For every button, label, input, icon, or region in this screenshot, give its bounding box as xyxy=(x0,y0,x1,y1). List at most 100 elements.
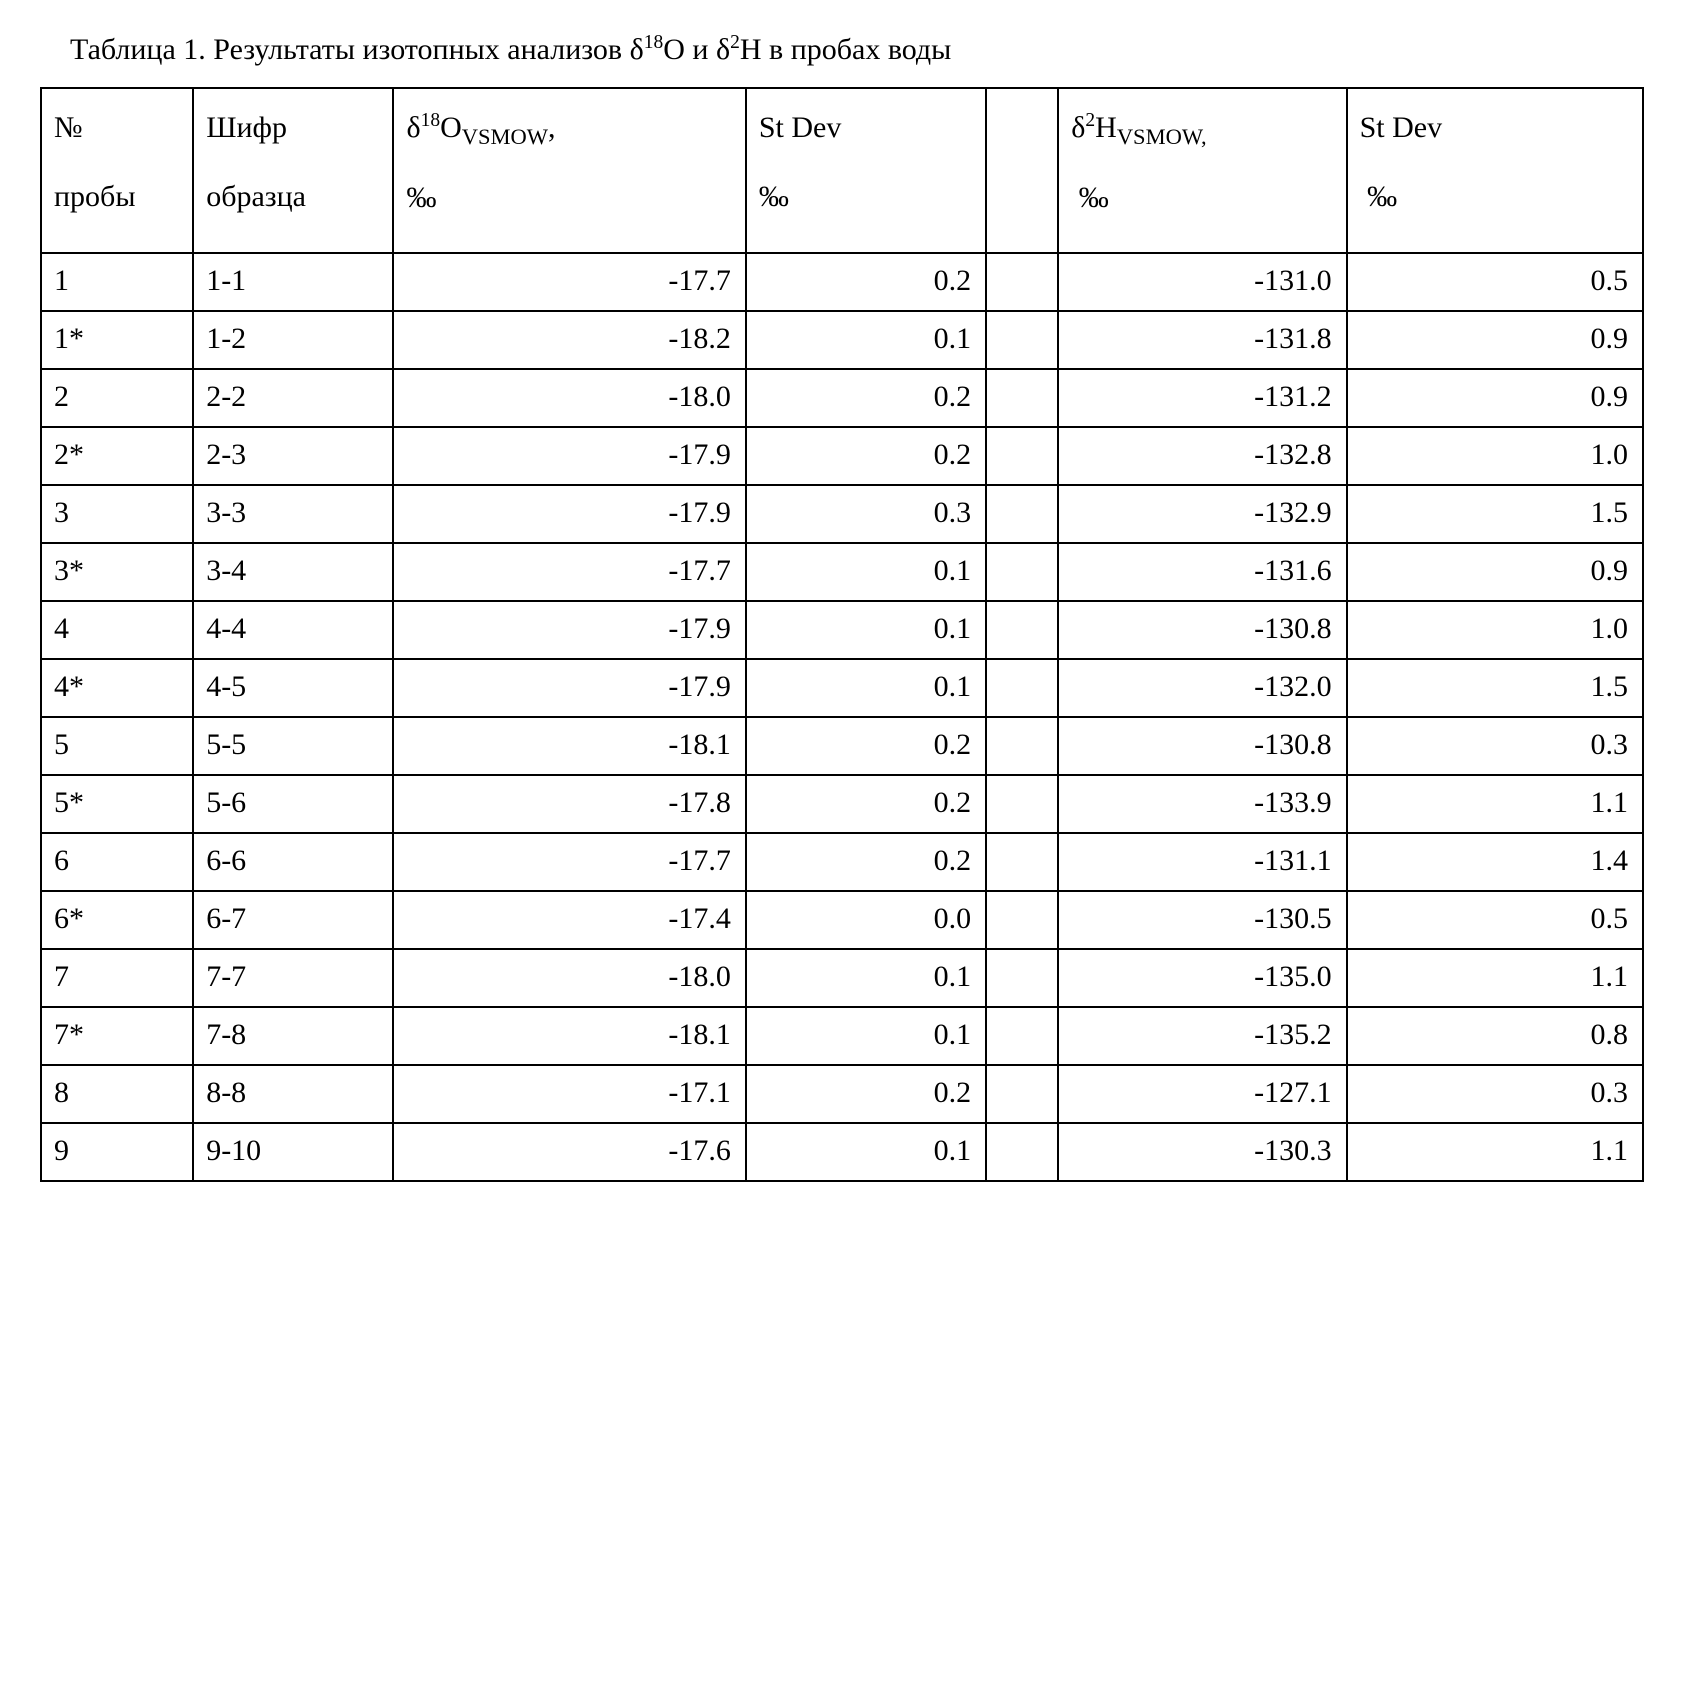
table-row: 4*4-5-17.90.1-132.01.5 xyxy=(41,659,1643,717)
cell-spacer xyxy=(986,949,1058,1007)
cell-sd_o: 0.1 xyxy=(746,601,986,659)
cell-spacer xyxy=(986,253,1058,311)
cell-d2h: -133.9 xyxy=(1058,775,1346,833)
table-row: 66-6-17.70.2-131.11.4 xyxy=(41,833,1643,891)
col-header-code: Шифробразца xyxy=(193,88,393,253)
cell-sd_o: 0.1 xyxy=(746,311,986,369)
cell-d2h: -130.3 xyxy=(1058,1123,1346,1181)
table-row: 2*2-3-17.90.2-132.81.0 xyxy=(41,427,1643,485)
cell-sample_no: 4* xyxy=(41,659,193,717)
table-row: 7*7-8-18.10.1-135.20.8 xyxy=(41,1007,1643,1065)
cell-code: 4-4 xyxy=(193,601,393,659)
cell-code: 6-7 xyxy=(193,891,393,949)
cell-sd_o: 0.2 xyxy=(746,717,986,775)
cell-d18o: -17.9 xyxy=(393,659,745,717)
cell-sample_no: 5* xyxy=(41,775,193,833)
cell-code: 5-5 xyxy=(193,717,393,775)
cell-sample_no: 8 xyxy=(41,1065,193,1123)
cell-d18o: -17.6 xyxy=(393,1123,745,1181)
cell-d18o: -18.0 xyxy=(393,949,745,1007)
cell-d18o: -18.1 xyxy=(393,1007,745,1065)
col-header-spacer xyxy=(986,88,1058,253)
cell-d2h: -130.5 xyxy=(1058,891,1346,949)
cell-sd_h: 0.9 xyxy=(1347,369,1643,427)
cell-sd_o: 0.1 xyxy=(746,1007,986,1065)
cell-d2h: -131.0 xyxy=(1058,253,1346,311)
cell-sd_h: 0.3 xyxy=(1347,1065,1643,1123)
cell-spacer xyxy=(986,775,1058,833)
cell-spacer xyxy=(986,311,1058,369)
cell-spacer xyxy=(986,543,1058,601)
cell-spacer xyxy=(986,717,1058,775)
cell-spacer xyxy=(986,891,1058,949)
table-row: 11-1-17.70.2-131.00.5 xyxy=(41,253,1643,311)
cell-sd_o: 0.2 xyxy=(746,427,986,485)
cell-code: 6-6 xyxy=(193,833,393,891)
cell-sample_no: 2 xyxy=(41,369,193,427)
cell-sample_no: 4 xyxy=(41,601,193,659)
cell-d2h: -132.8 xyxy=(1058,427,1346,485)
cell-sd_h: 1.0 xyxy=(1347,427,1643,485)
cell-code: 4-5 xyxy=(193,659,393,717)
cell-spacer xyxy=(986,1065,1058,1123)
table-head: №пробыШифробразцаδ18OVSMOW,‰St Dev‰δ2HVS… xyxy=(41,88,1643,253)
cell-d2h: -130.8 xyxy=(1058,601,1346,659)
cell-d18o: -17.7 xyxy=(393,543,745,601)
cell-d2h: -135.0 xyxy=(1058,949,1346,1007)
cell-d2h: -130.8 xyxy=(1058,717,1346,775)
table-row: 5*5-6-17.80.2 -133.91.1 xyxy=(41,775,1643,833)
table-row: 44-4-17.90.1 -130.81.0 xyxy=(41,601,1643,659)
cell-d2h: -135.2 xyxy=(1058,1007,1346,1065)
cell-code: 5-6 xyxy=(193,775,393,833)
cell-sd_h: 1.0 xyxy=(1347,601,1643,659)
table-row: 77-7-18.00.1-135.01.1 xyxy=(41,949,1643,1007)
table-row: 1*1-2-18.20.1-131.80.9 xyxy=(41,311,1643,369)
cell-code: 8-8 xyxy=(193,1065,393,1123)
table-header-row: №пробыШифробразцаδ18OVSMOW,‰St Dev‰δ2HVS… xyxy=(41,88,1643,253)
cell-sd_o: 0.2 xyxy=(746,775,986,833)
table-row: 33-3-17.90.3-132.91.5 xyxy=(41,485,1643,543)
cell-spacer xyxy=(986,1123,1058,1181)
cell-d18o: -18.0 xyxy=(393,369,745,427)
col-header-sample_no: №пробы xyxy=(41,88,193,253)
cell-sd_o: 0.2 xyxy=(746,369,986,427)
cell-sd_h: 1.5 xyxy=(1347,485,1643,543)
cell-sd_h: 1.1 xyxy=(1347,775,1643,833)
cell-d18o: -17.9 xyxy=(393,601,745,659)
table-caption: Таблица 1. Результаты изотопных анализов… xyxy=(70,30,1644,69)
cell-code: 2-2 xyxy=(193,369,393,427)
cell-d18o: -17.7 xyxy=(393,253,745,311)
cell-d2h: -127.1 xyxy=(1058,1065,1346,1123)
cell-d18o: -17.1 xyxy=(393,1065,745,1123)
table-row: 55-5-18.10.2-130.80.3 xyxy=(41,717,1643,775)
cell-sd_h: 1.1 xyxy=(1347,1123,1643,1181)
col-header-sd_h: St Dev ‰ xyxy=(1347,88,1643,253)
cell-sample_no: 3* xyxy=(41,543,193,601)
cell-d2h: -131.2 xyxy=(1058,369,1346,427)
cell-sd_h: 0.5 xyxy=(1347,891,1643,949)
cell-d2h: -131.1 xyxy=(1058,833,1346,891)
cell-code: 9-10 xyxy=(193,1123,393,1181)
cell-d18o: -17.8 xyxy=(393,775,745,833)
cell-sample_no: 7* xyxy=(41,1007,193,1065)
cell-sd_o: 0.1 xyxy=(746,659,986,717)
cell-d18o: -18.2 xyxy=(393,311,745,369)
cell-code: 1-1 xyxy=(193,253,393,311)
cell-sd_h: 0.3 xyxy=(1347,717,1643,775)
cell-sd_h: 0.9 xyxy=(1347,543,1643,601)
table-body: 11-1-17.70.2-131.00.51*1-2-18.20.1-131.8… xyxy=(41,253,1643,1181)
cell-d2h: -131.8 xyxy=(1058,311,1346,369)
cell-sd_h: 1.4 xyxy=(1347,833,1643,891)
table-row: 3*3-4-17.70.1-131.60.9 xyxy=(41,543,1643,601)
cell-sd_o: 0.2 xyxy=(746,833,986,891)
cell-sample_no: 2* xyxy=(41,427,193,485)
cell-code: 7-8 xyxy=(193,1007,393,1065)
cell-spacer xyxy=(986,833,1058,891)
cell-code: 3-3 xyxy=(193,485,393,543)
cell-code: 1-2 xyxy=(193,311,393,369)
cell-sample_no: 6* xyxy=(41,891,193,949)
cell-d2h: -132.0 xyxy=(1058,659,1346,717)
cell-sd_o: 0.0 xyxy=(746,891,986,949)
cell-spacer xyxy=(986,659,1058,717)
cell-spacer xyxy=(986,1007,1058,1065)
